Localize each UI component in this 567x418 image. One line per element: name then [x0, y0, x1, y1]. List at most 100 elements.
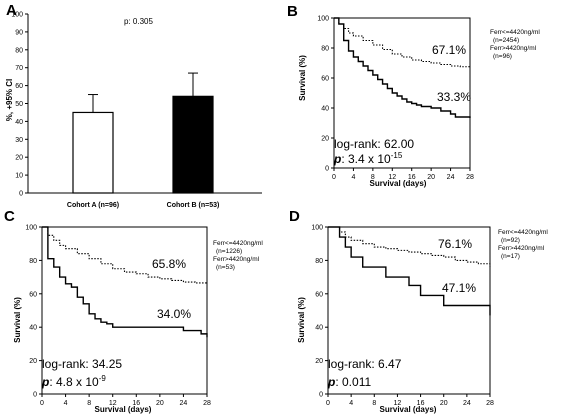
panel-d-x-tick-label: 8	[372, 400, 376, 407]
panel-c-x-tick-label: 24	[180, 400, 188, 407]
panel-c-x-tick-label: 16	[132, 400, 140, 407]
panel-c-letter: C	[4, 208, 15, 225]
panel-b-y-tick-label: 20	[321, 136, 329, 143]
panel-a-bar	[172, 95, 214, 194]
panel-b-pvalue: p: 3.4 x 10-15	[333, 151, 403, 166]
panel-b-x-tick-label: 16	[408, 174, 416, 181]
panel-d-y-tick-label: 0	[319, 392, 323, 399]
panel-b-x-tick-label: 12	[388, 174, 396, 181]
panel-a-y-tick-label: 90	[15, 29, 23, 36]
panel-d-x-tick-label: 28	[486, 400, 494, 407]
panel-b-legend-1-name: Ferr<=4420ng/ml	[490, 29, 540, 36]
panel-b-x-tick-label: 20	[427, 174, 435, 181]
panel-c-y-tick-label: 20	[29, 358, 37, 365]
panel-c-label-low: 34.0%	[157, 307, 191, 321]
panel-c-x-tick-label: 0	[40, 400, 44, 407]
panel-c-series-1-curve	[42, 226, 208, 285]
panel-b-ylabel: Survival (%)	[298, 55, 307, 101]
panel-c-x-tick-label: 8	[87, 400, 91, 407]
panel-a-y-tick-label: 100	[11, 12, 23, 19]
panel-b-y-tick-label: 60	[321, 76, 329, 83]
panel-d-x-tick-label: 20	[440, 400, 448, 407]
panel-c-label-high: 65.8%	[152, 257, 186, 271]
panel-c-legend-1-name: Ferr<=4420ng/ml	[213, 240, 263, 247]
panel-b-label-high: 67.1%	[432, 43, 466, 57]
panel-b-x-tick-label: 4	[351, 174, 355, 181]
panel-d-x-tick-label: 0	[326, 400, 330, 407]
panel-d-legend-1-name: Ferr<=4420ng/ml	[498, 229, 548, 236]
panel-b-x-tick-label: 8	[371, 174, 375, 181]
panel-a-y-tick-label: 50	[15, 101, 23, 108]
panel-a-bar	[72, 111, 114, 194]
panel-a-y-tick-label: 10	[15, 173, 23, 180]
panel-d-x-tick-label: 4	[349, 400, 353, 407]
panel-b-frame	[333, 17, 471, 169]
panel-b-label-low: 33.3%	[437, 90, 471, 104]
panel-d-y-tick-label: 40	[315, 325, 323, 332]
panel-d-xlabel: Survival (days)	[380, 405, 437, 414]
panel-b: B Survival (%) Survival (days) 020406080…	[287, 3, 540, 188]
panel-a: A %, +95% CI p: 0.305 0 10 20 30 40 50 60 70 80 9…	[5, 2, 262, 209]
panel-b-y-tick-label: 0	[325, 166, 329, 173]
panel-d-letter: D	[289, 208, 300, 225]
panel-a-pvalue: p: 0.305	[124, 17, 153, 26]
panel-d: D Survival (%) Survival (days) 020406080…	[289, 208, 548, 414]
panel-c-frame	[41, 226, 208, 395]
panel-b-x-tick-label: 28	[466, 174, 474, 181]
panel-c-y-tick-label: 40	[29, 325, 37, 332]
panel-b-xlabel: Survival (days)	[370, 179, 427, 188]
panel-b-legend-2-n: (n=96)	[493, 53, 512, 60]
panel-d-x-tick-label: 24	[463, 400, 471, 407]
panel-d-legend-2-n: (n=17)	[501, 253, 520, 260]
panel-d-legend-1-n: (n=92)	[501, 237, 520, 244]
panel-b-logrank: log-rank: 62.00	[334, 137, 414, 151]
panel-c-y-tick-label: 80	[29, 258, 37, 265]
panel-b-x-tick-label: 0	[332, 174, 336, 181]
panel-c-x-tick-label: 12	[109, 400, 117, 407]
panel-b-series-1-curve	[334, 17, 471, 68]
panel-a-y-tick-label: 30	[15, 137, 23, 144]
panel-c-legend-2-n: (n=53)	[216, 264, 235, 271]
panel-b-x-tick-label: 24	[447, 174, 455, 181]
panel-a-letter: A	[6, 2, 17, 19]
panel-a-ylabel: %, +95% CI	[5, 79, 14, 121]
panel-d-y-tick-label: 60	[315, 291, 323, 298]
panel-d-legend-2-name: Ferr>4420ng/ml	[498, 245, 545, 252]
panel-d-series-1-curve	[328, 226, 491, 267]
panel-a-y-tick-label: 0	[19, 191, 23, 198]
panel-c-pvalue: p: 4.8 x 10-9	[41, 374, 106, 389]
panel-d-x-tick-label: 16	[417, 400, 425, 407]
panel-b-series-2-curve	[334, 17, 471, 119]
panel-c-x-tick-label: 4	[64, 400, 68, 407]
panel-c-logrank: log-rank: 34.25	[42, 357, 122, 371]
panel-d-series-2-curve	[328, 226, 491, 316]
panel-c-ylabel: Survival (%)	[13, 297, 22, 343]
panel-b-y-tick-label: 80	[321, 46, 329, 53]
panel-a-y-tick-label: 20	[15, 155, 23, 162]
panel-c-legend-1-n: (n=1226)	[216, 248, 242, 255]
panel-b-y-tick-label: 100	[317, 16, 329, 23]
panel-d-label-high: 76.1%	[438, 237, 472, 251]
panel-c-series-2-curve	[42, 226, 208, 338]
panel-c-legend-2-name: Ferr>4420ng/ml	[213, 256, 260, 263]
panel-a-y-tick-label: 60	[15, 83, 23, 90]
panel-c: C Survival (%) Survival (days) 020406080…	[4, 208, 263, 414]
panel-c-y-tick-label: 100	[25, 225, 37, 232]
panel-d-logrank: log-rank: 6.47	[328, 357, 402, 371]
panel-a-y-tick-label: 70	[15, 65, 23, 72]
panel-a-y-tick-label: 80	[15, 47, 23, 54]
panel-c-x-tick-label: 20	[156, 400, 164, 407]
panel-d-pvalue: p: 0.011	[327, 375, 371, 389]
panel-b-legend-1-n: (n=2454)	[493, 37, 519, 44]
panel-b-legend-2-name: Ferr>4420ng/ml	[490, 45, 537, 52]
panel-c-x-tick-label: 28	[203, 400, 211, 407]
panel-d-y-tick-label: 80	[315, 258, 323, 265]
panel-c-y-tick-label: 60	[29, 291, 37, 298]
panel-d-y-tick-label: 20	[315, 358, 323, 365]
panel-a-y-tick-label: 40	[15, 119, 23, 126]
panel-d-x-tick-label: 12	[394, 400, 402, 407]
panel-d-y-tick-label: 100	[311, 225, 323, 232]
panel-b-y-tick-label: 40	[321, 106, 329, 113]
panel-a-category-label: Cohort B (n=53)	[167, 202, 220, 209]
